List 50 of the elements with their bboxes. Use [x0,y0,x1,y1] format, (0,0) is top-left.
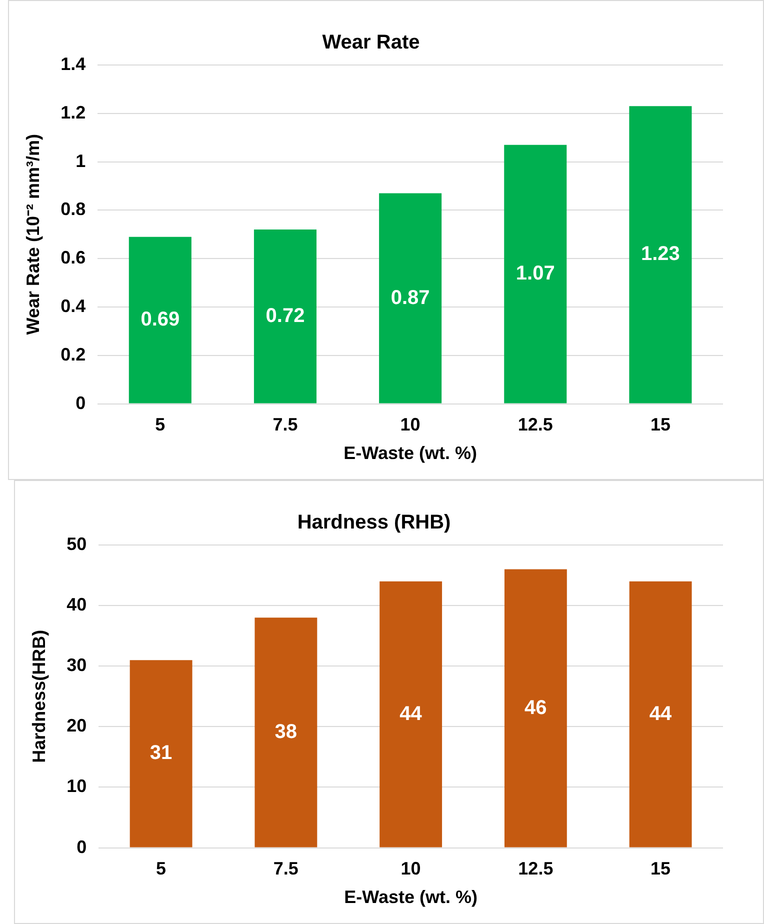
x-tick-label: 7.5 [272,414,298,435]
x-tick-label: 10 [400,414,420,435]
x-tick-label: 15 [650,414,670,435]
y-tick-label: 0.6 [60,248,86,268]
data-label: 31 [150,742,172,764]
y-tick-label: 50 [66,534,87,554]
y-tick-label: 40 [66,594,87,615]
y-tick-label: 30 [66,655,87,676]
bar [130,660,192,848]
bar [379,193,442,404]
x-tick-label: 5 [155,414,166,435]
y-tick-label: 0.4 [60,296,86,316]
data-label: 0.72 [266,304,305,327]
chart-title: Wear Rate [322,32,420,54]
y-tick-label: 0 [76,836,87,857]
bar [504,144,567,404]
data-label: 0.87 [390,286,430,309]
bar [254,618,318,848]
data-label: 44 [649,702,673,725]
x-tick-label: 12.5 [518,858,554,879]
y-tick-label: 20 [66,716,87,736]
y-tick-label: 10 [66,776,87,796]
y-tick-label: 0.2 [60,344,86,364]
data-label: 1.23 [640,243,680,266]
y-tick-label: 1.4 [60,54,86,74]
data-label: 0.69 [140,308,180,331]
y-tick-label: 0.8 [60,199,86,220]
data-label: 46 [524,696,547,719]
data-label: 44 [400,702,423,725]
data-label: 38 [274,721,298,743]
x-axis-title: E-Waste (wt. %) [344,443,477,464]
y-axis-title: Wear Rate (10⁻² mm³/m) [22,134,43,335]
y-tick-label: 1.2 [60,102,86,122]
chart-title: Hardness (RHB) [297,512,451,534]
bar [380,581,442,848]
bar [629,581,692,848]
y-tick-label: 0 [76,392,86,413]
bar [629,106,692,404]
data-label: 1.07 [516,262,555,285]
bar [504,569,567,848]
y-tick-label: 1 [76,150,86,171]
x-tick-label: 10 [400,858,421,879]
bar [254,230,317,404]
x-tick-label: 12.5 [518,414,553,435]
x-axis-title: E-Waste (wt. %) [344,887,478,908]
y-axis-title: Hardness(HRB) [28,630,49,763]
x-tick-label: 7.5 [273,858,298,879]
x-tick-label: 15 [650,858,671,879]
bar [128,236,192,404]
x-tick-label: 5 [156,858,166,879]
